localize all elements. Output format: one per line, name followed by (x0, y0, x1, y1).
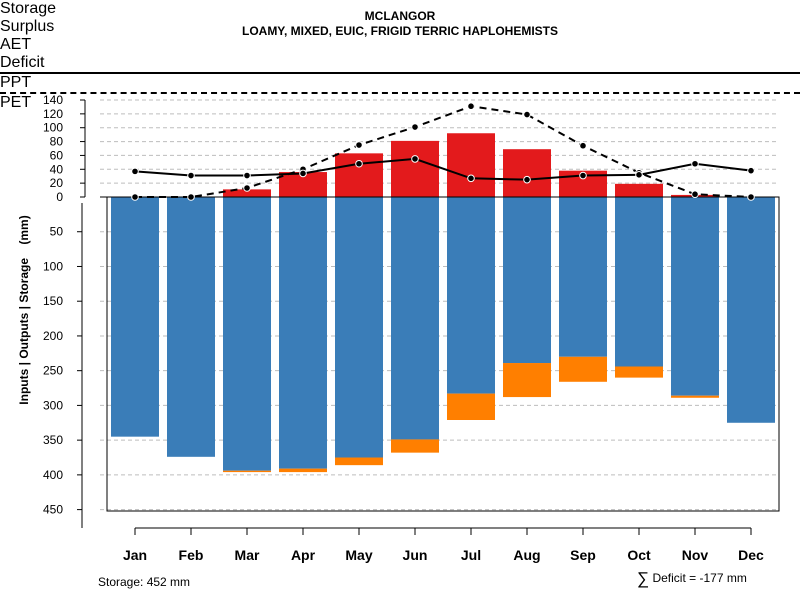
y-tick-label: 50 (50, 225, 64, 239)
deficit-bar (503, 363, 551, 398)
chart-subtitle: LOAMY, MIXED, EUIC, FRIGID TERRIC HAPLOH… (241, 24, 558, 38)
pet-point (579, 141, 587, 150)
pet-point (467, 102, 475, 111)
y-tick-label: 100 (43, 121, 63, 135)
storage-bar (615, 197, 663, 367)
y-tick-label: 40 (50, 162, 64, 176)
legend-line-ppt (0, 72, 800, 74)
y-tick-label: 450 (43, 503, 63, 517)
ppt-point (691, 159, 699, 168)
pet-point (691, 190, 699, 199)
storage-bar (559, 197, 607, 357)
aet-bar (223, 189, 271, 197)
y-tick-label: 60 (50, 148, 64, 162)
aet-bar (615, 183, 663, 197)
storage-bar (671, 197, 719, 396)
x-tick-label-jan: Jan (123, 547, 147, 563)
storage-bar (167, 197, 215, 457)
sigma-symbol: ∑ (637, 569, 650, 588)
x-tick-label-jul: Jul (461, 547, 481, 563)
ppt-point (635, 171, 643, 179)
y-tick-label: 400 (43, 468, 63, 482)
ppt-point (579, 171, 587, 180)
y-tick-label: 150 (43, 294, 63, 308)
storage-bar (335, 197, 383, 458)
ppt-point (747, 166, 755, 175)
y-axis-label: Inputs | Outputs | Storage (mm) (17, 215, 31, 404)
storage-bar (447, 197, 495, 394)
chart-title: MCLANGOR (364, 9, 436, 23)
legend-label-deficit: Deficit (0, 54, 45, 71)
pet-point (243, 184, 251, 192)
x-tick-label-oct: Oct (627, 547, 651, 563)
deficit-bar (615, 366, 663, 378)
x-tick-label-nov: Nov (682, 547, 709, 563)
storage-bar (223, 197, 271, 471)
ppt-point (131, 167, 139, 176)
legend-label-aet: AET (0, 36, 32, 53)
aet-bar (335, 153, 383, 197)
x-tick-label-mar: Mar (235, 547, 260, 563)
x-tick-label-apr: Apr (291, 547, 316, 563)
deficit-bar (447, 393, 495, 420)
ppt-point (355, 159, 363, 168)
legend-label-surplus: Surplus (0, 18, 55, 35)
pet-point (355, 141, 363, 149)
storage-note: Storage: 452 mm (98, 575, 191, 589)
legend-label-ppt: PPT (0, 74, 32, 91)
legend: Storage Surplus AET Deficit PPT PET (0, 0, 800, 112)
storage-bar (727, 197, 775, 423)
legend-line-pet (0, 92, 800, 94)
x-tick-label-feb: Feb (179, 547, 204, 563)
y-tick-label: 20 (50, 176, 64, 190)
y-tick-label: 120 (43, 107, 63, 121)
deficit-bar (223, 470, 271, 473)
aet-bar (447, 133, 495, 197)
ppt-line (134, 157, 752, 181)
x-tick-label-jun: Jun (403, 547, 428, 563)
deficit-bar (279, 468, 327, 473)
pet-line (135, 105, 752, 198)
legend-label-storage: Storage (0, 0, 57, 17)
storage-bar (111, 197, 159, 437)
y-tick-label: 350 (43, 433, 63, 447)
x-tick-label-may: May (345, 547, 372, 563)
y-tick-label: 80 (50, 135, 64, 149)
ppt-point (411, 155, 419, 163)
deficit-bar (671, 395, 719, 398)
pet-point (187, 193, 195, 201)
x-tick-label-aug: Aug (513, 547, 540, 563)
y-tick-label: 140 (43, 93, 63, 107)
storage-bar (279, 197, 327, 469)
y-tick-label: 300 (43, 398, 63, 412)
ppt-point (523, 175, 531, 184)
aet-bar (391, 140, 439, 197)
ppt-point (299, 169, 307, 178)
pet-point (523, 110, 531, 119)
storage-bar (503, 197, 551, 364)
ppt-point (187, 171, 195, 180)
aet-bar (503, 149, 551, 197)
y-tick-label: 250 (43, 364, 63, 378)
y-tick-label: 100 (43, 259, 63, 273)
deficit-note-text: Deficit = -177 mm (652, 571, 747, 585)
deficit-bar (335, 457, 383, 466)
ppt-point (467, 174, 475, 183)
deficit-bar (559, 356, 607, 382)
pet-point (747, 193, 755, 201)
storage-bar (391, 197, 439, 440)
x-tick-label-sep: Sep (570, 547, 596, 563)
y-tick-label: 0 (56, 190, 63, 204)
deficit-note: ∑ Deficit = -177 mm (637, 569, 747, 589)
y-tick-label: 200 (43, 329, 63, 343)
ppt-point (243, 171, 251, 180)
legend-label-pet: PET (0, 94, 32, 111)
deficit-bar (391, 439, 439, 453)
x-tick-label-dec: Dec (738, 547, 764, 563)
pet-point (411, 123, 419, 131)
pet-point (131, 193, 139, 201)
